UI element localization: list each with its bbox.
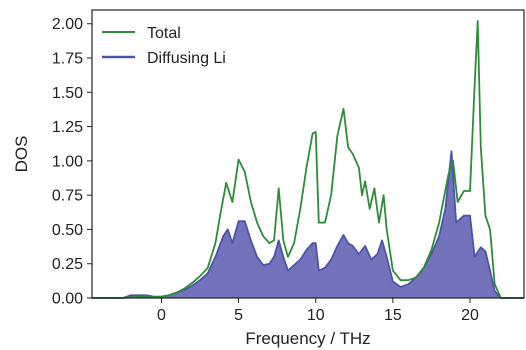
y-tick-label: 1.75 <box>52 51 83 68</box>
y-tick-label: 0.75 <box>52 188 83 205</box>
y-tick-label: 1.50 <box>52 85 83 102</box>
y-tick-label: 0.25 <box>52 256 83 273</box>
plot-frame <box>91 9 525 299</box>
y-tick-label: 0.50 <box>52 222 83 239</box>
y-tick-label: 1.00 <box>52 153 83 170</box>
y-axis-title: DOS <box>12 136 31 173</box>
y-tick-label: 0.00 <box>52 291 83 308</box>
x-tick-label: 20 <box>461 307 479 324</box>
y-tick-label: 1.25 <box>52 119 83 136</box>
x-tick-label: 10 <box>307 307 325 324</box>
x-tick-label: 15 <box>384 307 402 324</box>
x-axis-title: Frequency / THz <box>245 329 370 348</box>
x-tick-label: 5 <box>234 307 243 324</box>
plot-series <box>92 20 524 299</box>
y-tick-label: 2.00 <box>52 16 83 33</box>
legend-label-diffusing-li: Diffusing Li <box>147 50 226 67</box>
x-tick-label: 0 <box>157 307 166 324</box>
series-line-total <box>92 20 524 299</box>
x-axis-ticks: 0 5 10 15 20 <box>157 298 479 324</box>
axes <box>91 9 525 299</box>
legend: Total Diffusing Li <box>102 25 226 67</box>
y-axis-ticks: 0.00 0.25 0.50 0.75 1.00 1.25 1.50 1.75 2.00 <box>52 16 92 308</box>
series-area-diffusing-li <box>92 151 524 298</box>
legend-label-total: Total <box>147 25 181 42</box>
